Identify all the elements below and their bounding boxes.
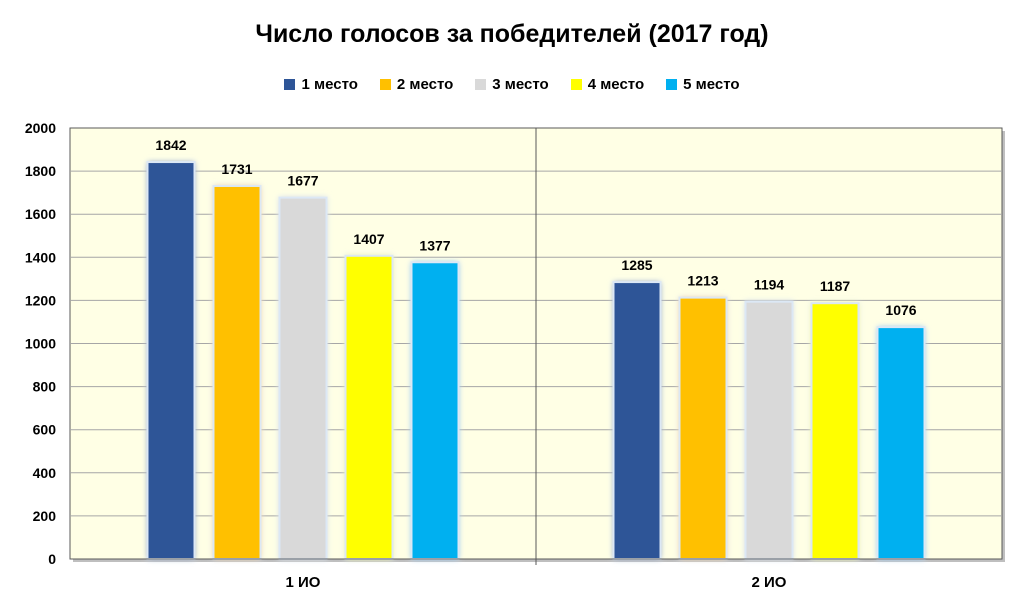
legend-label: 5 место	[683, 76, 740, 93]
legend-item-4: 4 место	[570, 76, 645, 93]
data-label: 1677	[287, 173, 318, 189]
y-tick-label: 1200	[25, 292, 56, 308]
y-tick-label: 2000	[25, 120, 56, 136]
bar	[212, 184, 262, 560]
legend-swatch	[666, 79, 678, 90]
legend-item-1: 1 место	[284, 76, 358, 93]
data-label: 1842	[155, 137, 186, 153]
y-tick-label: 600	[33, 422, 57, 438]
legend-item-5: 5 место	[666, 76, 740, 93]
data-label: 1076	[885, 302, 916, 318]
y-tick-label: 0	[48, 551, 56, 567]
legend-label: 4 место	[587, 76, 645, 93]
bar	[876, 326, 926, 561]
data-label: 1194	[754, 277, 785, 293]
x-category-label: 2 ИО	[752, 574, 787, 591]
data-label: 1285	[621, 257, 652, 273]
legend-swatch	[570, 79, 582, 90]
legend-swatch	[475, 79, 487, 90]
data-label: 1377	[419, 237, 450, 253]
legend-item-2: 2 место	[379, 76, 454, 93]
y-tick-label: 400	[33, 465, 57, 481]
data-label: 1407	[353, 231, 384, 247]
legend-swatch	[284, 79, 296, 90]
legend: 1 место 2 место 3 место 4 место 5 место	[0, 76, 1024, 93]
y-tick-label: 800	[33, 379, 57, 395]
legend-label: 2 место	[396, 76, 454, 93]
legend-item-3: 3 место	[475, 76, 549, 93]
bar	[278, 196, 328, 560]
bar	[744, 300, 794, 560]
bar	[146, 161, 196, 560]
y-tick-label: 1000	[25, 336, 56, 352]
legend-swatch	[379, 79, 391, 90]
y-tick-label: 1800	[25, 163, 56, 179]
legend-label: 1 место	[301, 76, 358, 93]
y-tick-label: 1600	[25, 206, 56, 222]
bar	[612, 281, 662, 560]
y-tick-label: 200	[33, 508, 57, 524]
bar	[410, 261, 460, 560]
legend-label: 3 место	[492, 76, 549, 93]
chart-title: Число голосов за победителей (2017 год)	[255, 20, 769, 48]
data-label: 1731	[221, 161, 252, 177]
data-label: 1187	[820, 278, 851, 294]
bar	[810, 302, 860, 560]
y-tick-label: 1400	[25, 249, 56, 265]
x-category-label: 1 ИО	[286, 574, 321, 591]
bar	[678, 296, 728, 560]
data-label: 1213	[687, 273, 718, 289]
bar	[344, 254, 394, 560]
